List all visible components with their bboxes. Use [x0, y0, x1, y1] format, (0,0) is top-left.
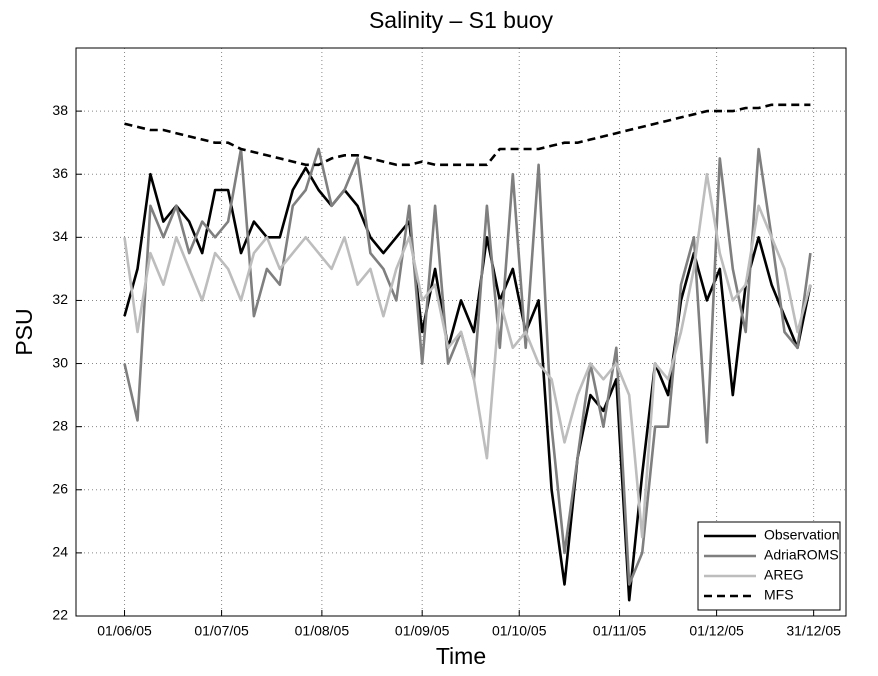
- series-line: [124, 103, 811, 167]
- y-tick-label: 34: [52, 228, 68, 244]
- x-axis-label: Time: [436, 643, 486, 669]
- legend-label: AREG: [764, 567, 804, 583]
- y-tick-label: 38: [52, 102, 68, 118]
- x-tick-label: 01/09/05: [395, 623, 450, 639]
- y-tick-label: 24: [52, 544, 68, 560]
- y-tick-label: 30: [52, 354, 68, 370]
- x-tick-label: 01/07/05: [194, 623, 249, 639]
- y-tick-label: 26: [52, 480, 68, 496]
- x-tick-label: 01/12/05: [689, 623, 744, 639]
- x-tick-label: 01/06/05: [97, 623, 152, 639]
- x-tick-label: 01/08/05: [295, 623, 350, 639]
- x-tick-label: 01/11/05: [593, 623, 647, 639]
- series-line: [123, 172, 812, 539]
- y-tick-label: 36: [52, 165, 68, 181]
- legend-label: MFS: [764, 587, 794, 603]
- legend-label: AdriaROMS: [764, 547, 839, 563]
- y-tick-label: 28: [52, 417, 68, 433]
- x-tick-label: 31/12/05: [786, 623, 841, 639]
- legend-label: Observation: [764, 527, 839, 543]
- y-axis-label: PSU: [11, 308, 37, 355]
- legend: Observation AdriaROMS AREG MFS: [697, 521, 841, 611]
- y-tick-label: 32: [52, 291, 68, 307]
- plot-frame: [75, 47, 847, 617]
- x-tick-label: 01/10/05: [492, 623, 547, 639]
- y-tick-label: 22: [52, 607, 68, 623]
- chart-title: Salinity – S1 buoy: [369, 7, 554, 33]
